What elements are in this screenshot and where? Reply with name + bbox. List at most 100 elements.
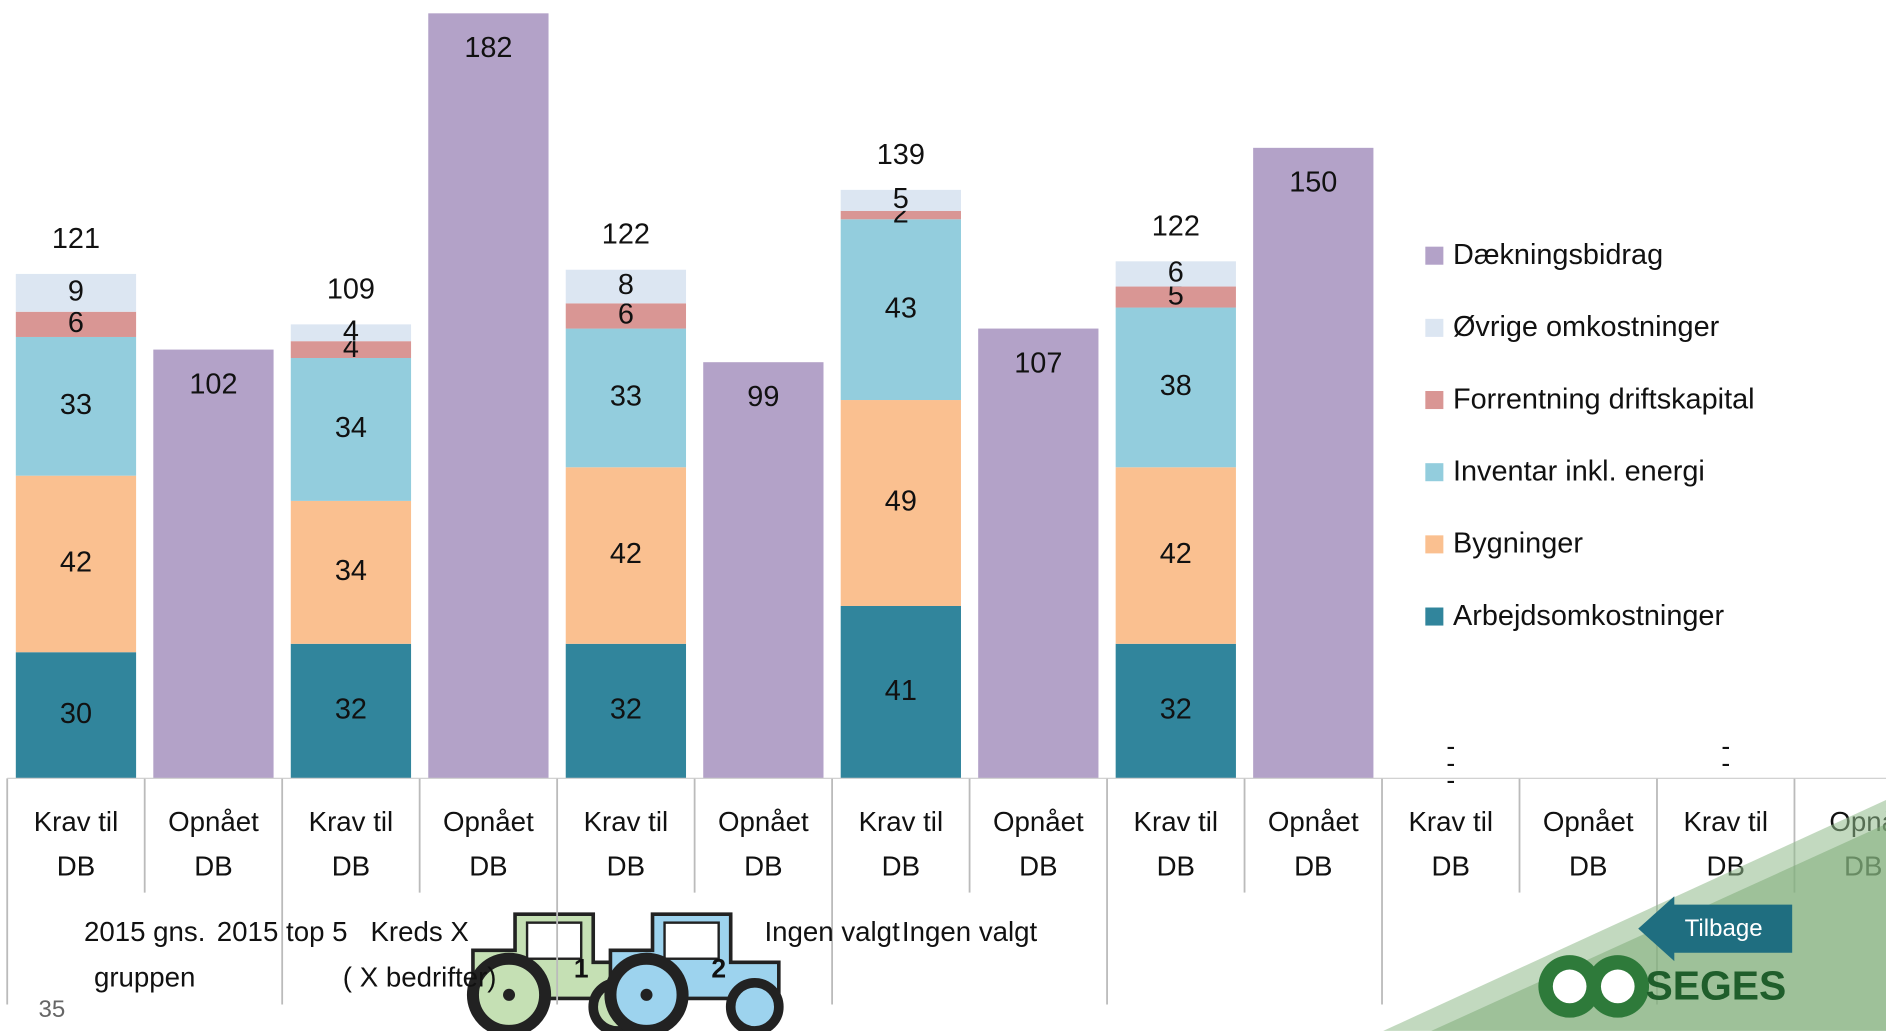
x-tick-label: Krav til DB — [1134, 806, 1219, 882]
value-label: 99 — [747, 381, 779, 413]
total-label: 109 — [327, 273, 375, 305]
bar-segment — [840, 219, 961, 401]
legend-label: Bygninger — [1453, 528, 1583, 560]
value-label: 49 — [885, 486, 917, 518]
back-button[interactable]: Tilbage — [1638, 896, 1793, 962]
logo-ring — [1600, 969, 1635, 1004]
value-label: 42 — [60, 547, 92, 579]
value-label: - — [1446, 748, 1455, 778]
logo-text: SEGES — [1645, 963, 1786, 1009]
group-label: 2015 gns. — [84, 916, 205, 947]
legend-label: Inventar inkl. energi — [1453, 455, 1705, 487]
bar-segment — [840, 189, 961, 211]
bar-segment — [1115, 467, 1236, 644]
bar-segment — [15, 336, 137, 476]
value-label: - — [1446, 765, 1455, 795]
value-label: 32 — [610, 694, 642, 726]
tractor-hub — [503, 988, 516, 1001]
bar-segment — [15, 475, 137, 653]
bar-segment — [1115, 643, 1236, 779]
value-label: 6 — [68, 307, 84, 339]
value-label: - — [1446, 731, 1455, 761]
bar-segment — [290, 357, 412, 501]
bar-segment — [565, 269, 687, 304]
value-label: 42 — [610, 538, 642, 570]
value-label: 6 — [1168, 257, 1184, 289]
value-label: 30 — [60, 698, 92, 730]
legend-swatch — [1425, 463, 1444, 482]
value-label: 32 — [335, 694, 367, 726]
legend-swatch — [1425, 246, 1444, 265]
value-label: 8 — [618, 269, 634, 301]
value-label: 4 — [343, 315, 359, 347]
bar-segment — [15, 652, 137, 779]
value-label: 150 — [1289, 167, 1337, 199]
bar-segment — [840, 400, 961, 606]
x-tick-label: Krav til DB — [34, 806, 119, 882]
total-label: 122 — [1152, 210, 1200, 242]
bar-segment — [565, 303, 687, 329]
legend-label: Arbejdsomkostninger — [1453, 600, 1724, 632]
bar-segment — [840, 605, 961, 779]
value-label: 9 — [68, 275, 84, 307]
tractor-wheel — [725, 977, 784, 1031]
group-label: gruppen — [94, 961, 196, 992]
bar-segment — [290, 341, 412, 358]
legend-swatch — [1425, 391, 1444, 410]
marks: 3042336912110232343444109182324233681229… — [6, 13, 1886, 1005]
group-label: Kreds X — [370, 916, 468, 947]
x-tick-label: Opnået DB — [1543, 806, 1634, 882]
bar-segment — [428, 13, 549, 779]
value-label: 33 — [610, 381, 642, 413]
legend-label: Dækningsbidrag — [1453, 239, 1663, 271]
tractor-label: 1 — [574, 954, 589, 984]
bar-segment — [15, 273, 137, 312]
value-label: 38 — [1160, 370, 1192, 402]
bar-segment — [290, 500, 412, 644]
group-label: 2015 top 5 — [217, 916, 348, 947]
bar-segment — [565, 467, 687, 644]
x-tick-label: Krav til DB — [309, 806, 394, 882]
bar-segment — [978, 328, 1099, 779]
back-button-shape[interactable] — [1638, 896, 1793, 962]
tractor-label: 2 — [711, 954, 726, 984]
logo-ring — [1552, 969, 1587, 1004]
group-label: ( X bedrifter) — [343, 961, 497, 992]
legend-swatch — [1425, 535, 1444, 554]
back-button-label[interactable]: Tilbage — [1685, 915, 1763, 942]
bar-segment — [153, 349, 274, 779]
value-label: 107 — [1014, 347, 1062, 379]
slide-number: 35 — [38, 996, 65, 1023]
value-label: 182 — [464, 32, 512, 64]
bar-segment — [703, 362, 824, 779]
tractor-window — [525, 921, 583, 960]
bar-segment — [290, 643, 412, 779]
x-tick-label: Opnået DB — [718, 806, 809, 882]
tractor-hub — [640, 988, 653, 1001]
value-label: 41 — [885, 675, 917, 707]
x-tick-label: Krav til DB — [859, 806, 944, 882]
total-label: 121 — [52, 223, 100, 255]
value-label: 42 — [1160, 538, 1192, 570]
value-label: 34 — [335, 412, 367, 444]
group-label: Ingen valgt — [902, 916, 1038, 947]
legend-swatch — [1425, 318, 1444, 337]
bar-segment — [565, 643, 687, 779]
x-tick-label: Krav til DB — [1408, 806, 1493, 882]
x-tick-label: Opnået DB — [993, 806, 1084, 882]
value-label: 5 — [1168, 280, 1184, 312]
legend-label: Øvrige omkostninger — [1453, 311, 1720, 343]
total-label: 139 — [877, 139, 925, 171]
bar-segment — [840, 210, 961, 220]
value-label: 34 — [335, 555, 367, 587]
bar-segment — [290, 324, 412, 342]
x-tick-label: Opnået DB — [443, 806, 534, 882]
value-label: - — [1721, 748, 1730, 778]
bar-segment — [1115, 307, 1236, 468]
tractor-window — [663, 921, 720, 960]
legend-swatch — [1425, 607, 1444, 626]
value-label: 32 — [1160, 694, 1192, 726]
x-tick-label: Krav til DB — [584, 806, 669, 882]
